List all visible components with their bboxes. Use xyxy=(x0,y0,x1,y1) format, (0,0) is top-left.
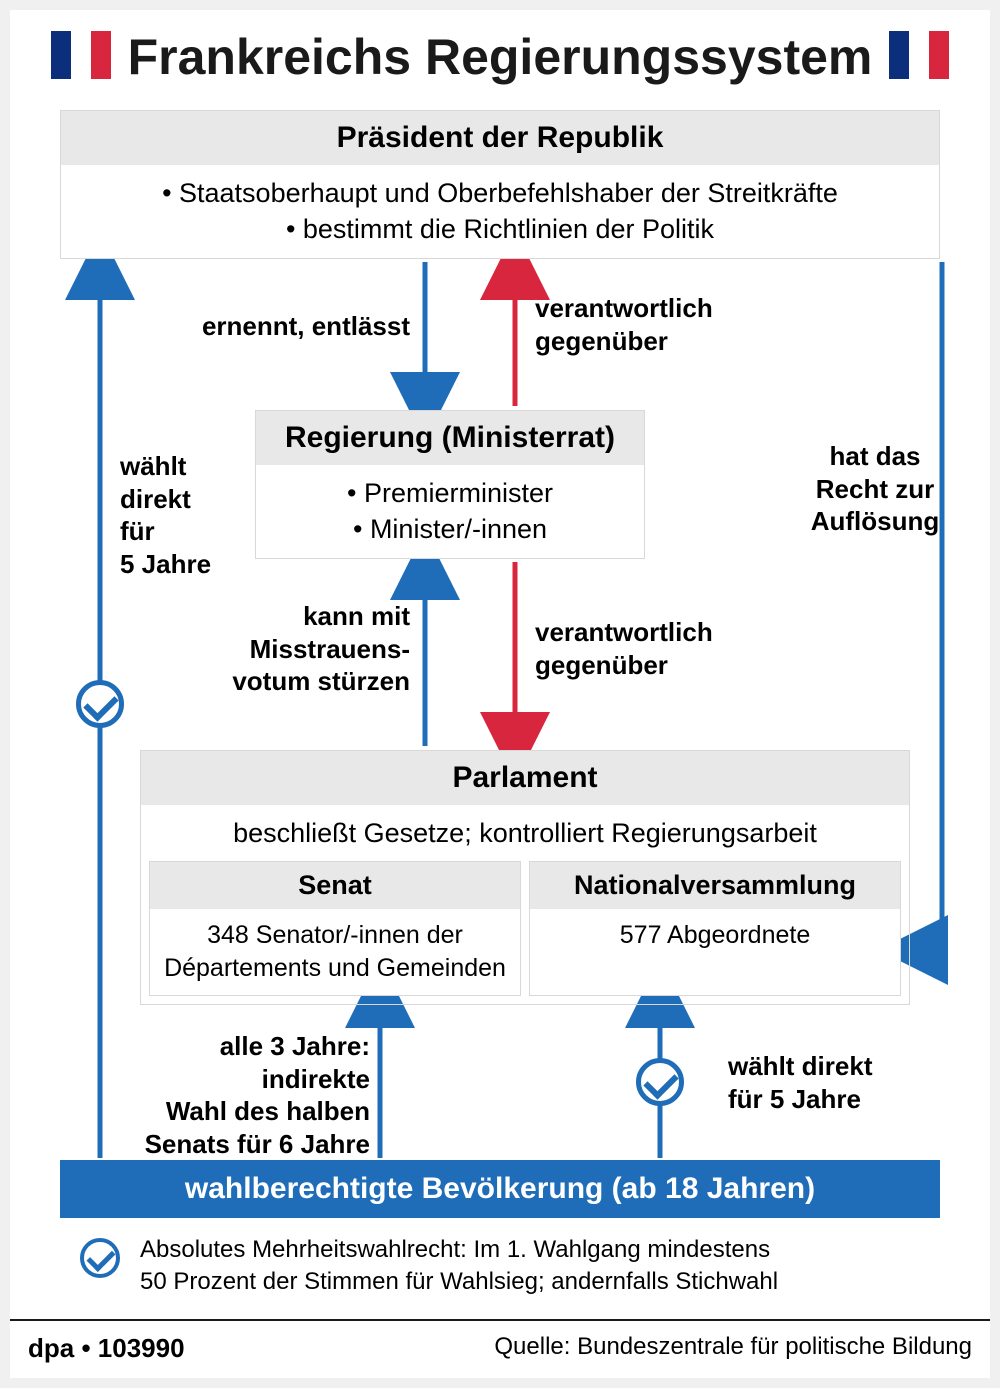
label-responsible-parl: verantwortlich gegenüber xyxy=(535,616,713,681)
main-title: Frankreichs Regierungssystem xyxy=(128,28,873,86)
senate-body: 348 Senator/-innen der Départements und … xyxy=(150,909,520,995)
label-elect-president: wählt direkt für 5 Jahre xyxy=(120,450,211,580)
footer-source: Quelle: Bundeszentrale für politische Bi… xyxy=(494,1333,972,1361)
senate-box: Senat 348 Senator/-innen der Département… xyxy=(149,861,521,996)
parliament-box: Parlament beschließt Gesetze; kontrollie… xyxy=(140,750,910,1005)
government-body: • Premierminister • Minister/-innen xyxy=(256,465,644,558)
check-icon-legend xyxy=(80,1238,120,1278)
label-no-confidence: kann mit Misstrauens- votum stürzen xyxy=(230,600,410,698)
footer-id: 103990 xyxy=(98,1333,185,1363)
check-icon-assembly xyxy=(636,1058,684,1106)
president-box: Präsident der Republik • Staatsoberhaupt… xyxy=(60,110,940,259)
label-appoints: ernennt, entlässt xyxy=(200,310,410,343)
legend-text: Absolutes Mehrheitswahlrecht: Im 1. Wahl… xyxy=(140,1234,778,1299)
arrow-pres-to-assembly xyxy=(918,262,942,950)
assembly-box: Nationalversammlung 577 Abgeordnete xyxy=(529,861,901,996)
label-assembly-elect: wählt direkt für 5 Jahre xyxy=(728,1050,872,1115)
footer-agency: dpa xyxy=(28,1333,74,1363)
label-senate-elect: alle 3 Jahre: indirekte Wahl des halben … xyxy=(130,1030,370,1160)
voter-bar: wahlberechtigte Bevölkerung (ab 18 Jahre… xyxy=(60,1160,940,1218)
title-row: Frankreichs Regierungssystem xyxy=(10,28,990,86)
france-flag-left-icon xyxy=(51,31,111,84)
government-header: Regierung (Ministerrat) xyxy=(256,411,644,465)
assembly-header: Nationalversammlung xyxy=(530,862,900,909)
label-dissolve: hat das Recht zur Auflösung xyxy=(810,440,940,538)
government-box: Regierung (Ministerrat) • Premierministe… xyxy=(255,410,645,559)
senate-header: Senat xyxy=(150,862,520,909)
label-responsible-pres: verantwortlich gegenüber xyxy=(535,292,713,357)
parliament-header: Parlament xyxy=(141,751,909,805)
footer: dpa • 103990 Quelle: Bundeszentrale für … xyxy=(10,1319,990,1378)
president-body: • Staatsoberhaupt und Oberbefehlshaber d… xyxy=(61,165,939,258)
assembly-body: 577 Abgeordnete xyxy=(530,909,900,995)
infographic-canvas: Frankreichs Regierungssystem Präsident d… xyxy=(10,10,990,1378)
president-header: Präsident der Republik xyxy=(61,111,939,165)
check-icon-president xyxy=(76,680,124,728)
france-flag-right-icon xyxy=(889,31,949,84)
parliament-desc: beschließt Gesetze; kontrolliert Regieru… xyxy=(141,805,909,861)
